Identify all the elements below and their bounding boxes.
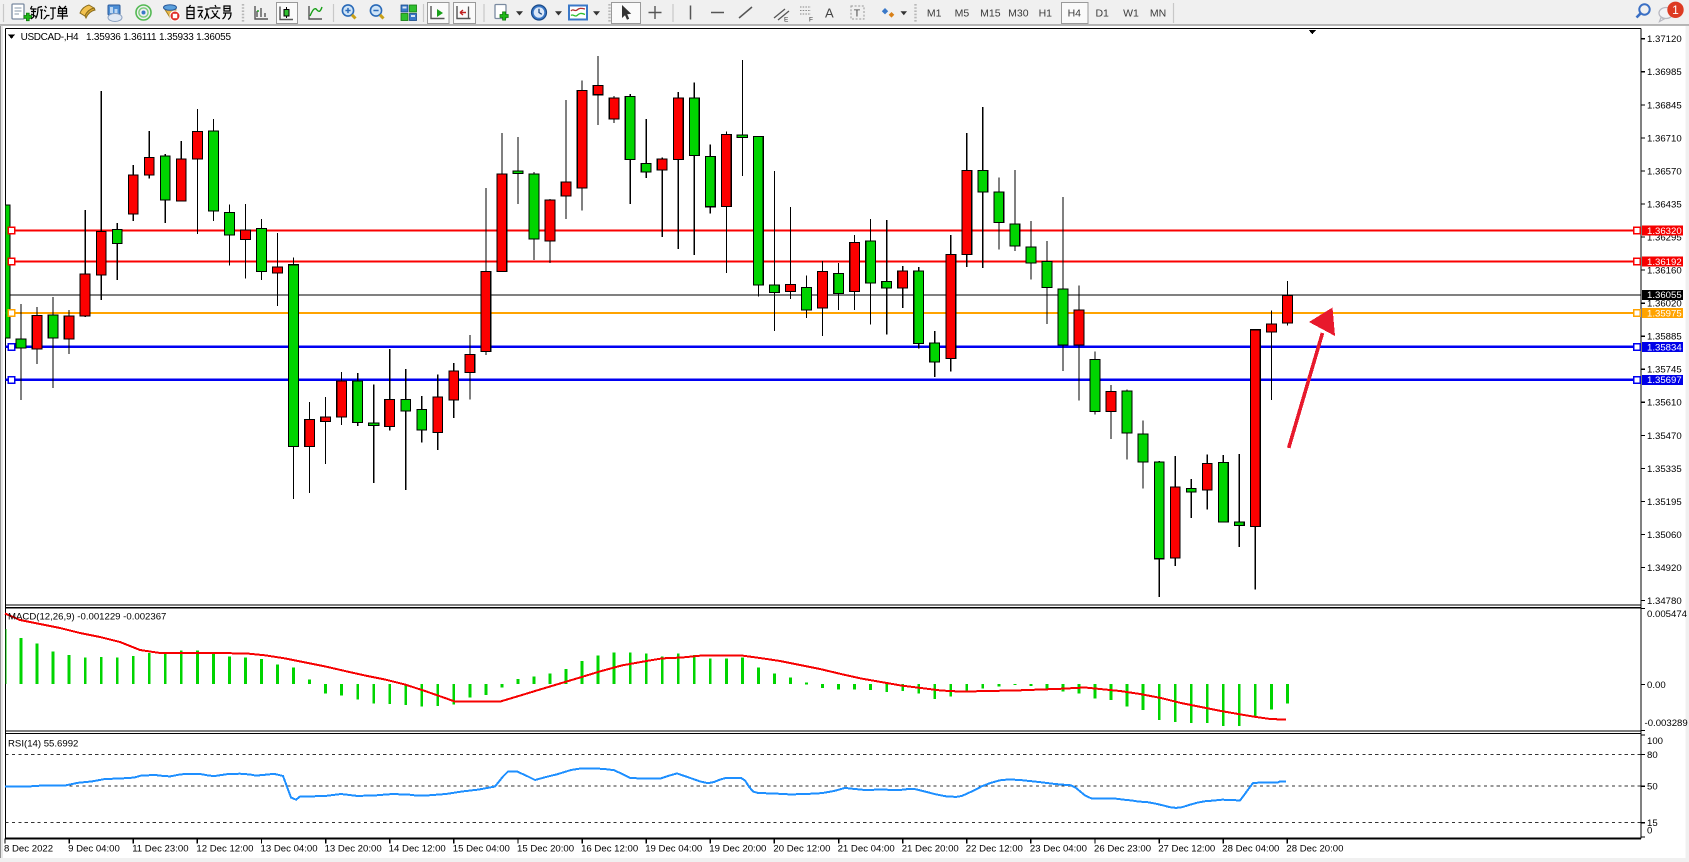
svg-text:A: A [825,6,834,21]
svg-text:1.34920: 1.34920 [1647,563,1682,574]
svg-text:15 Dec 20:00: 15 Dec 20:00 [517,844,574,855]
svg-text:D1: D1 [1095,8,1109,20]
svg-text:13 Dec 04:00: 13 Dec 04:00 [261,844,318,855]
svg-text:MACD(12,26,9) -0.001229 -0.002: MACD(12,26,9) -0.001229 -0.002367 [8,612,166,623]
svg-text:0.00: 0.00 [1647,680,1666,691]
svg-text:12 Dec 12:00: 12 Dec 12:00 [196,844,253,855]
svg-text:1.35335: 1.35335 [1647,464,1682,475]
svg-text:14 Dec 12:00: 14 Dec 12:00 [389,844,446,855]
svg-text:USDCAD-,H4: USDCAD-,H4 [21,32,79,43]
svg-text:H4: H4 [1068,8,1082,20]
svg-text:27 Dec 12:00: 27 Dec 12:00 [1158,844,1215,855]
svg-text:1.34780: 1.34780 [1647,596,1682,607]
svg-text:1.36295: 1.36295 [1647,233,1682,244]
svg-text:1.35975: 1.35975 [1647,308,1682,319]
svg-text:1.35885: 1.35885 [1647,332,1682,343]
svg-text:28 Dec 04:00: 28 Dec 04:00 [1222,844,1279,855]
svg-text:1.35470: 1.35470 [1647,431,1682,442]
svg-text:1.35834: 1.35834 [1647,342,1682,353]
svg-text:0.005474: 0.005474 [1647,609,1688,620]
svg-text:T: T [854,8,861,20]
svg-text:1.36985: 1.36985 [1647,67,1682,78]
svg-text:11 Dec 23:00: 11 Dec 23:00 [132,844,188,855]
svg-text:80: 80 [1647,750,1658,761]
svg-text:8 Dec 2022: 8 Dec 2022 [4,844,53,855]
svg-text:RSI(14) 55.6992: RSI(14) 55.6992 [8,739,78,750]
svg-text:19 Dec 04:00: 19 Dec 04:00 [645,844,702,855]
svg-text:21 Dec 20:00: 21 Dec 20:00 [902,844,959,855]
svg-text:1.36160: 1.36160 [1647,266,1682,277]
svg-text:1.35697: 1.35697 [1647,375,1682,386]
svg-text:1.36435: 1.36435 [1647,200,1682,211]
svg-text:1.35610: 1.35610 [1647,398,1682,409]
svg-text:1.36320: 1.36320 [1647,226,1682,237]
svg-text:20 Dec 12:00: 20 Dec 12:00 [773,844,830,855]
svg-text:M15: M15 [980,8,1001,20]
svg-text:1.35060: 1.35060 [1647,530,1682,541]
svg-text:1.36710: 1.36710 [1647,133,1682,144]
svg-text:23 Dec 04:00: 23 Dec 04:00 [1030,844,1087,855]
svg-text:-0.003289: -0.003289 [1645,718,1688,729]
svg-text:1.36845: 1.36845 [1647,100,1682,111]
svg-text:50: 50 [1647,782,1658,793]
svg-text:22 Dec 12:00: 22 Dec 12:00 [966,844,1023,855]
svg-text:1.36055: 1.36055 [1647,290,1682,301]
svg-text:13 Dec 20:00: 13 Dec 20:00 [325,844,382,855]
svg-text:M5: M5 [955,8,970,20]
svg-text:E: E [784,17,789,24]
svg-text:9 Dec 04:00: 9 Dec 04:00 [68,844,120,855]
svg-text:0: 0 [1647,825,1652,836]
svg-text:15: 15 [1647,818,1658,829]
svg-text:F: F [809,17,813,24]
svg-text:28 Dec 20:00: 28 Dec 20:00 [1286,844,1343,855]
svg-text:W1: W1 [1123,8,1139,20]
svg-text:19 Dec 20:00: 19 Dec 20:00 [709,844,766,855]
svg-text:1.36192: 1.36192 [1647,257,1682,268]
svg-text:M30: M30 [1008,8,1029,20]
svg-text:1.36020: 1.36020 [1647,299,1682,310]
svg-text:100: 100 [1647,736,1663,747]
svg-text:21 Dec 04:00: 21 Dec 04:00 [838,844,895,855]
svg-text:26 Dec 23:00: 26 Dec 23:00 [1094,844,1151,855]
svg-text:MN: MN [1150,8,1166,20]
svg-text:1.35745: 1.35745 [1647,365,1682,376]
svg-text:15 Dec 04:00: 15 Dec 04:00 [453,844,510,855]
svg-text:1.35195: 1.35195 [1647,497,1682,508]
svg-text:1: 1 [1672,3,1679,17]
svg-text:1.36570: 1.36570 [1647,166,1682,177]
svg-text:H1: H1 [1039,8,1053,20]
svg-text:1.37120: 1.37120 [1647,34,1682,45]
svg-text:1.35936 1.36111 1.35933 1.3605: 1.35936 1.36111 1.35933 1.36055 [86,32,231,43]
svg-text:M1: M1 [927,8,942,20]
svg-text:16 Dec 12:00: 16 Dec 12:00 [581,844,638,855]
